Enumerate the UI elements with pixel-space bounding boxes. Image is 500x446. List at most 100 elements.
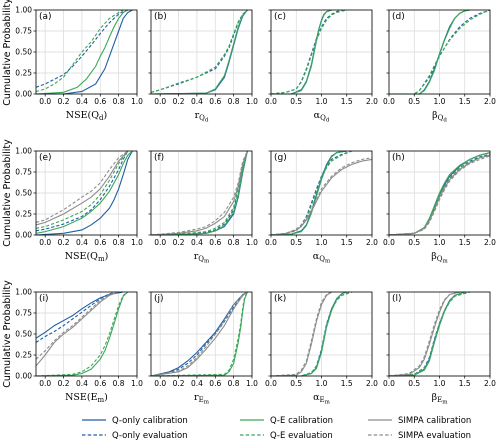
y-tick-label: 0.25	[15, 351, 32, 360]
panel-label: (b)	[154, 12, 167, 22]
panel-label: (g)	[274, 153, 287, 163]
series-line-qe_cal	[150, 9, 248, 95]
series-line-q_cal	[35, 291, 124, 339]
series-line-s_eval	[388, 155, 491, 236]
series-line-qe_eval	[35, 9, 124, 93]
series-line-q_eval	[388, 153, 491, 236]
x-tick-label: 1.0	[246, 238, 258, 247]
series-line-qe_eval	[270, 9, 347, 95]
x-axis-title: rQm	[194, 251, 210, 265]
legend-label-qe_eval: Q-E evaluation	[270, 431, 333, 441]
x-tick-label: 0.4	[191, 379, 203, 388]
series-line-q_eval	[35, 9, 129, 88]
series-line-s_eval	[388, 291, 460, 377]
x-tick-label: 0.0	[383, 97, 395, 106]
x-tick-label: 1.0	[316, 379, 328, 388]
x-tick-label: 1.0	[246, 97, 258, 106]
x-tick-label: 0.0	[154, 379, 166, 388]
y-tick-label: 0.50	[15, 330, 32, 339]
y-tick-label: 0.00	[15, 90, 32, 99]
x-tick-label: 1.0	[316, 238, 328, 247]
x-axis-title: rEm	[194, 392, 210, 406]
series-line-qe_cal	[270, 150, 347, 236]
series-line-s_cal	[150, 291, 248, 377]
x-tick-label: 1.5	[341, 238, 353, 247]
x-tick-label: 0.6	[209, 379, 221, 388]
x-tick-label: 0.0	[39, 238, 51, 247]
series-line-s_eval	[150, 150, 248, 236]
x-tick-label: 2.0	[366, 238, 378, 247]
x-tick-label: 1.5	[459, 379, 471, 388]
x-tick-label: 1.0	[434, 97, 446, 106]
series-line-qe_eval	[35, 291, 129, 377]
panel-label: (c)	[274, 12, 286, 22]
series-line-q_cal	[35, 150, 133, 236]
series-line-q_eval	[150, 291, 248, 377]
panel-b: 0.0 0.2 0.4 0.6 0.8 1.0 (b) rQd	[148, 9, 258, 124]
series-line-s_eval	[150, 291, 248, 377]
legend: Q-only calibration Q-only evaluation Q-E c…	[82, 416, 471, 441]
series-line-qe_eval	[389, 9, 491, 95]
x-tick-label: 0.0	[383, 379, 395, 388]
x-axis-title: βQm	[431, 251, 448, 265]
x-tick-label: 0.6	[94, 379, 106, 388]
legend-label-s_cal: SIMPA calibration	[398, 416, 471, 426]
x-tick-label: 0.0	[154, 97, 166, 106]
x-tick-label: 0.2	[173, 379, 185, 388]
x-tick-label: 0.0	[265, 379, 277, 388]
panel-label: (l)	[392, 294, 402, 304]
panel-label: (a)	[39, 12, 52, 22]
panel-l: 0.0 0.5 1.0 1.5 2.0 (l) βEm	[383, 291, 496, 406]
y-tick-label: 0.50	[15, 48, 32, 57]
y-axis-title: Cumulative Probability	[2, 0, 13, 106]
series-line-qe_cal	[35, 9, 129, 95]
y-axis-title: Cumulative Probability	[2, 139, 13, 247]
series-line-s_cal	[388, 291, 460, 377]
x-axis-title: rQd	[195, 110, 209, 124]
x-tick-label: 0.2	[173, 97, 185, 106]
panel-label: (k)	[274, 294, 286, 304]
x-tick-label: 0.4	[76, 97, 88, 106]
x-tick-label: 1.0	[246, 379, 258, 388]
y-tick-label: 0.75	[15, 27, 32, 36]
x-axis-title: NSE(Em)	[65, 392, 108, 404]
x-tick-label: 1.5	[341, 379, 353, 388]
y-tick-label: 0.25	[15, 69, 32, 78]
series-line-q_cal	[36, 9, 133, 95]
x-tick-label: 0.8	[113, 97, 125, 106]
x-tick-label: 0.2	[58, 379, 70, 388]
x-tick-label: 2.0	[484, 97, 496, 106]
x-tick-label: 0.5	[290, 97, 302, 106]
x-tick-label: 2.0	[366, 97, 378, 106]
x-tick-label: 0.8	[228, 97, 240, 106]
series-line-qe_cal	[389, 9, 470, 95]
panel-a: 0.0 0.2 0.4 0.6 0.8 1.0 0.00 0.25 0.50 0.75 1.00 (a…	[2, 0, 143, 122]
x-tick-label: 0.5	[408, 379, 420, 388]
x-tick-label: 0.0	[39, 379, 51, 388]
y-tick-label: 0.75	[15, 309, 32, 318]
x-tick-label: 1.0	[434, 379, 446, 388]
series-line-q_eval	[150, 9, 248, 93]
panel-label: (h)	[392, 153, 405, 163]
x-tick-label: 0.4	[191, 97, 203, 106]
series-line-s_eval	[35, 150, 129, 223]
x-tick-label: 0.6	[209, 97, 221, 106]
x-tick-label: 2.0	[484, 238, 496, 247]
series-line-qe_eval	[388, 154, 491, 236]
legend-label-q_cal: Q-only calibration	[112, 416, 188, 426]
x-tick-label: 0.6	[94, 97, 106, 106]
panel-j: 0.0 0.2 0.4 0.6 0.8 1.0 (j) rEm	[148, 291, 258, 406]
x-tick-label: 0.4	[76, 238, 88, 247]
series-line-s_cal	[35, 150, 129, 226]
x-tick-label: 0.0	[265, 238, 277, 247]
x-tick-label: 0.0	[383, 238, 395, 247]
x-tick-label: 1.5	[341, 97, 353, 106]
x-tick-label: 0.6	[209, 238, 221, 247]
series-line-qe_eval	[271, 291, 352, 377]
x-tick-label: 0.0	[154, 238, 166, 247]
x-axis-title: βQd	[432, 110, 447, 124]
x-tick-label: 1.5	[459, 97, 471, 106]
x-tick-label: 0.5	[290, 379, 302, 388]
panel-c: 0.0 0.5 1.0 1.5 2.0 (c) αQd	[265, 9, 378, 124]
y-tick-label: 1.00	[15, 288, 32, 297]
